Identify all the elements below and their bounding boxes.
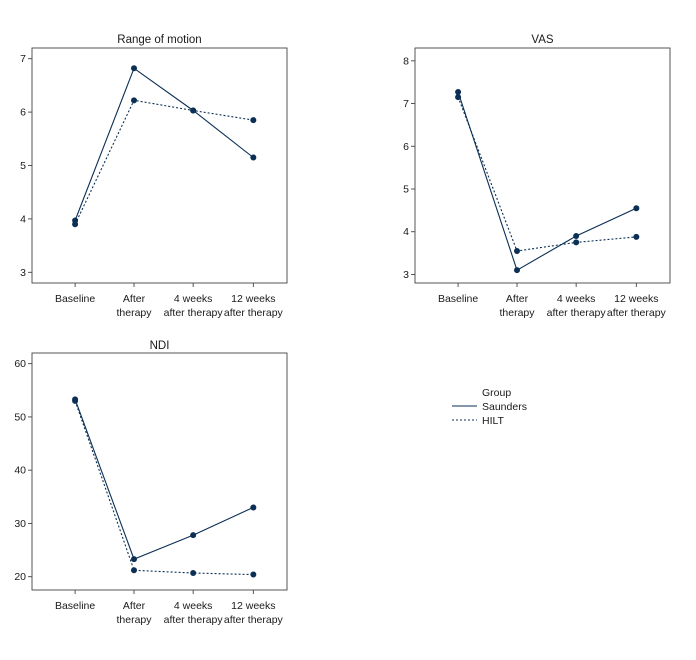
y-tick-label: 4 bbox=[403, 226, 409, 238]
data-point-hilt bbox=[514, 247, 520, 254]
data-point-saunders bbox=[250, 504, 257, 511]
data-point-hilt bbox=[573, 239, 580, 246]
x-tick-label: therapy bbox=[116, 307, 152, 319]
x-tick-label: after therapy bbox=[164, 614, 224, 626]
y-tick-label: 30 bbox=[14, 518, 26, 530]
data-point-saunders bbox=[455, 89, 462, 96]
data-point-saunders bbox=[250, 154, 257, 161]
data-point-hilt bbox=[72, 397, 79, 404]
x-tick-label: after therapy bbox=[607, 307, 667, 319]
plot-frame bbox=[31, 47, 288, 284]
x-tick-label: After bbox=[123, 600, 146, 612]
plot-frame bbox=[31, 352, 288, 591]
x-tick-label: 12 weeks bbox=[231, 600, 275, 612]
data-point-saunders bbox=[131, 556, 137, 563]
legend-label-saunders: Saunders bbox=[482, 401, 527, 413]
data-point-hilt bbox=[72, 221, 79, 228]
plot-frame bbox=[414, 47, 671, 284]
y-tick-label: 5 bbox=[20, 160, 26, 172]
series-line-saunders bbox=[74, 399, 254, 560]
y-tick-label: 60 bbox=[14, 358, 26, 370]
x-tick-label: after therapy bbox=[547, 307, 607, 319]
data-point-hilt bbox=[250, 117, 257, 124]
data-point-saunders bbox=[190, 532, 197, 539]
chart-vas: VAS 3 4 5 6 7 8 Baseline After therapy 4 weeks afte… bbox=[403, 34, 671, 319]
x-tick-label: After bbox=[506, 293, 529, 305]
y-tick-label: 40 bbox=[14, 465, 26, 477]
series-line-saunders bbox=[74, 67, 254, 221]
x-tick-label: 12 weeks bbox=[614, 293, 658, 305]
data-point-hilt bbox=[190, 107, 197, 114]
y-tick-label: 5 bbox=[403, 184, 409, 196]
chart-title-vas: VAS bbox=[531, 34, 553, 46]
x-tick-label: Baseline bbox=[55, 600, 95, 612]
data-point-hilt bbox=[633, 233, 640, 240]
x-tick-label: after therapy bbox=[224, 614, 284, 626]
y-tick-label: 3 bbox=[403, 269, 409, 281]
x-tick-label: Baseline bbox=[55, 293, 95, 305]
data-point-saunders bbox=[131, 65, 137, 72]
data-point-saunders bbox=[633, 205, 640, 212]
legend: Group Saunders HILT bbox=[452, 387, 527, 427]
x-tick-label: After bbox=[123, 293, 146, 305]
series-line-saunders bbox=[457, 91, 637, 272]
data-point-hilt bbox=[131, 97, 137, 104]
x-tick-label: after therapy bbox=[224, 307, 284, 319]
x-tick-label: 4 weeks bbox=[174, 293, 213, 305]
legend-title: Group bbox=[482, 387, 511, 399]
data-point-hilt bbox=[250, 571, 257, 578]
data-point-saunders bbox=[514, 267, 520, 274]
chart-ndi: NDI 20 30 40 50 60 Baseline After therapy 4 weeks… bbox=[14, 340, 288, 626]
y-tick-label: 4 bbox=[20, 213, 26, 225]
data-point-hilt bbox=[455, 94, 462, 101]
data-point-saunders bbox=[573, 233, 580, 239]
series-line-hilt bbox=[74, 400, 254, 576]
x-tick-label: 4 weeks bbox=[174, 600, 213, 612]
chart-range-of-motion: Range of motion 3 4 5 6 7 Baseline After therapy… bbox=[20, 34, 288, 319]
y-tick-label: 8 bbox=[403, 55, 409, 67]
series-line-hilt bbox=[74, 99, 254, 225]
y-tick-label: 6 bbox=[403, 141, 409, 153]
y-tick-label: 50 bbox=[14, 411, 26, 423]
x-tick-label: after therapy bbox=[164, 307, 224, 319]
data-point-hilt bbox=[190, 569, 197, 576]
y-tick-label: 20 bbox=[14, 571, 26, 583]
y-tick-label: 3 bbox=[20, 267, 26, 279]
y-tick-label: 7 bbox=[20, 53, 26, 65]
legend-label-hilt: HILT bbox=[482, 415, 505, 427]
x-tick-label: Baseline bbox=[438, 293, 478, 305]
data-point-hilt bbox=[131, 567, 137, 574]
x-tick-label: therapy bbox=[116, 614, 152, 626]
chart-title-range-of-motion: Range of motion bbox=[117, 34, 201, 46]
y-tick-label: 6 bbox=[20, 107, 26, 119]
x-tick-label: therapy bbox=[499, 307, 535, 319]
y-tick-label: 7 bbox=[403, 98, 409, 110]
chart-title-ndi: NDI bbox=[150, 340, 170, 352]
x-tick-label: 4 weeks bbox=[557, 293, 596, 305]
x-tick-label: 12 weeks bbox=[231, 293, 275, 305]
